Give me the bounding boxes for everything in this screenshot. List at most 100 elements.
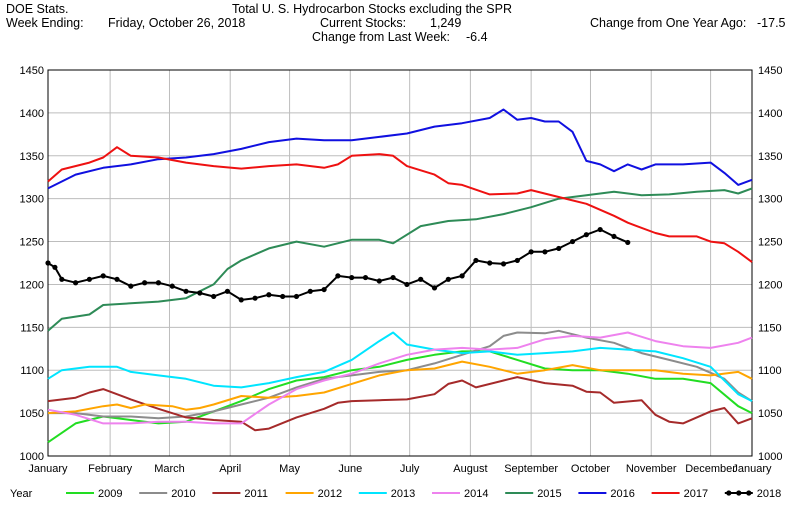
series-point-2018 (376, 278, 382, 284)
series-point-2018 (445, 276, 451, 282)
legend-marker-2018 (736, 490, 742, 496)
series-point-2018 (169, 283, 175, 289)
series-point-2018 (128, 283, 134, 289)
week-ending-label: Week Ending: (6, 16, 84, 30)
y-tick-left: 1150 (20, 322, 44, 334)
x-tick-month: July (400, 463, 420, 475)
y-tick-right: 1350 (758, 151, 782, 163)
y-tick-left: 1050 (20, 408, 44, 420)
x-tick-month: September (504, 463, 558, 475)
series-point-2018 (390, 274, 396, 281)
y-tick-left: 1350 (20, 151, 44, 163)
y-tick-right: 1250 (758, 237, 782, 249)
series-point-2018 (142, 280, 148, 286)
legend-label-2015: 2015 (537, 488, 561, 500)
legend-label-2009: 2009 (98, 488, 122, 500)
x-tick-month: October (571, 463, 610, 475)
legend-label-2014: 2014 (464, 488, 488, 500)
x-tick-month: June (338, 463, 362, 475)
series-point-2018 (611, 233, 617, 240)
series-point-2018 (183, 288, 189, 294)
change-week-label: Change from Last Week: (312, 30, 451, 44)
week-ending-value: Friday, October 26, 2018 (108, 16, 246, 30)
y-tick-left: 1000 (20, 451, 44, 463)
series-line-2017 (47, 146, 753, 263)
series-point-2018 (569, 238, 576, 245)
series-point-2018 (73, 280, 79, 286)
change-year-label: Change from One Year Ago: (590, 16, 747, 30)
change-year-value: -17.5 (757, 16, 786, 30)
series-point-2018 (211, 293, 217, 300)
series-point-2018 (197, 290, 203, 296)
series-point-2018 (45, 260, 51, 266)
series-line-2010 (48, 329, 753, 420)
series-line-2011 (47, 376, 753, 432)
series-line-2016 (47, 108, 753, 190)
x-tick-month: February (88, 463, 133, 475)
legend-label-2012: 2012 (318, 488, 342, 500)
legend-marker-2018 (746, 490, 752, 496)
series-point-2018 (224, 288, 231, 294)
series-point-2018 (100, 273, 106, 279)
series-point-2018 (335, 273, 341, 279)
series-point-2018 (500, 261, 507, 267)
series-lines (45, 108, 753, 444)
series-point-2018 (556, 245, 562, 252)
y-tick-left: 1450 (20, 65, 44, 77)
series-line-2012 (47, 360, 753, 415)
series-point-2018 (280, 293, 286, 300)
current-stocks-value: 1,249 (430, 16, 462, 30)
series-point-2018 (362, 274, 369, 281)
series-point-2018 (418, 276, 424, 282)
series-point-2018 (459, 273, 465, 279)
y-tick-right: 1200 (758, 279, 782, 291)
x-tick-month: August (453, 463, 487, 475)
series-point-2018 (114, 276, 120, 282)
series-line-2013 (47, 331, 753, 402)
y-tick-right: 1050 (758, 408, 782, 420)
series-point-2018 (542, 249, 548, 255)
x-tick-month: January (732, 463, 772, 475)
series-point-2018 (597, 226, 603, 233)
series-line-2018 (47, 228, 629, 301)
chart-title: Total U. S. Hydrocarbon Stocks excluding… (232, 2, 512, 16)
y-tick-left: 1250 (20, 237, 44, 249)
y-tick-left: 1200 (20, 279, 44, 291)
legend-label-2018: 2018 (757, 488, 781, 500)
series-point-2018 (155, 280, 162, 286)
y-tick-right: 1150 (758, 322, 782, 334)
series-point-2018 (583, 232, 589, 238)
y-tick-right: 1300 (758, 194, 782, 206)
y-tick-right: 1000 (758, 451, 782, 463)
x-tick-month: April (219, 463, 241, 475)
y-tick-left: 1300 (20, 194, 44, 206)
legend: Year 2009 2010 2011 2012 2013 2014 2015 2016 2017… (10, 488, 781, 500)
series-point-2018 (404, 281, 410, 288)
chart-grid (47, 69, 753, 457)
series-point-2018 (86, 276, 93, 282)
series-point-2018 (59, 276, 65, 282)
series-point-2018 (625, 239, 631, 246)
legend-marker-2018 (726, 490, 732, 496)
plot-frame (47, 69, 753, 457)
y-tick-right: 1450 (758, 65, 782, 77)
series-point-2018 (514, 257, 520, 264)
series-point-2018 (321, 286, 327, 293)
legend-label-2013: 2013 (391, 488, 415, 500)
series-point-2018 (307, 288, 313, 294)
change-week-value: -6.4 (466, 30, 488, 44)
series-point-2018 (473, 257, 479, 264)
x-tick-month: December (685, 463, 736, 475)
series-point-2018 (431, 285, 438, 291)
legend-title: Year (10, 488, 33, 500)
series-line-2009 (47, 350, 753, 444)
source-label: DOE Stats. (6, 2, 69, 16)
x-tick-month: January (28, 463, 68, 475)
series-point-2018 (52, 264, 58, 270)
legend-label-2016: 2016 (610, 488, 634, 500)
y-tick-left: 1400 (20, 108, 44, 120)
series-point-2018 (528, 249, 534, 255)
series-point-2018 (266, 292, 272, 298)
x-tick-month: March (154, 463, 185, 475)
